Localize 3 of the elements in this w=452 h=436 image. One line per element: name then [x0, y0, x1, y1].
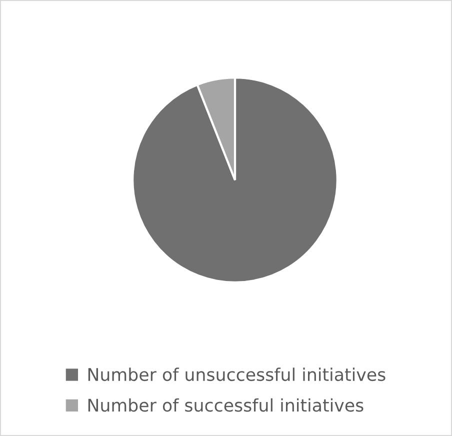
legend-label: Number of unsuccessful initiatives: [88, 368, 386, 382]
legend-label: Number of successful initiatives: [88, 398, 364, 412]
pie-slice: [132, 76, 338, 284]
